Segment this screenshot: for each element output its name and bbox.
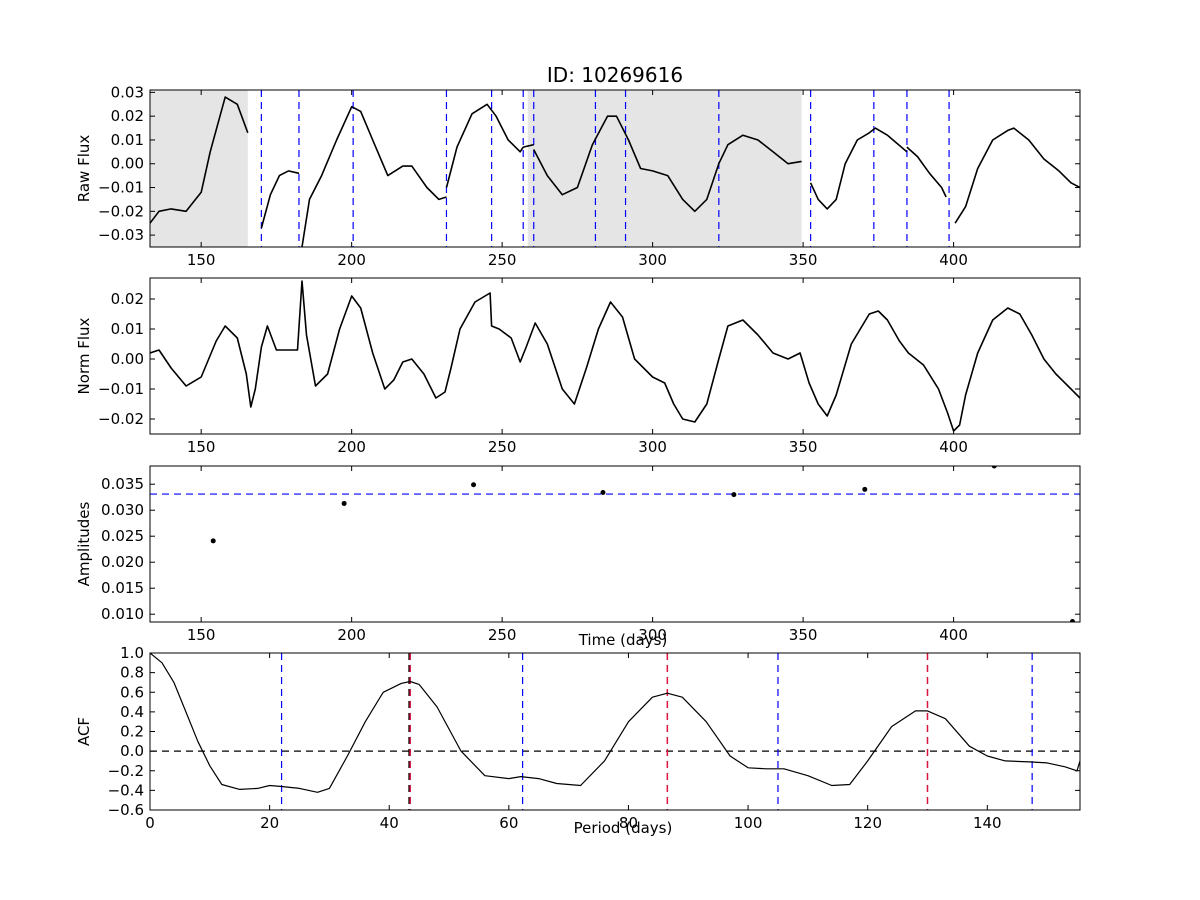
y-tick-label: −0.4 [108,781,144,799]
x-tick-label: 200 [337,251,366,269]
series-line-raw-1 [260,170,300,229]
y-tick-label: −0.01 [98,380,144,398]
y-tick-label: 0.03 [111,83,144,101]
y-tick-label: 0.6 [120,683,144,701]
y-tick-label: 0.01 [111,131,144,149]
x-tick-label: 60 [499,814,518,832]
y-tick-label: 0.0 [120,742,144,760]
x-tick-label: 250 [488,626,517,644]
y-axis-label-acf: ACF [75,717,93,746]
x-tick-label: 40 [380,814,399,832]
amplitude-point [341,500,347,506]
y-tick-label: −0.6 [108,801,144,819]
y-tick-label: 0.4 [120,703,144,721]
x-tick-label: 300 [638,251,667,269]
x-tick-label: 400 [939,251,968,269]
panel-acf: 0 20 40 60 80 100 120 140 −0.6 −0.4−0.2 0.00.2 0.4 0… [75,644,1081,837]
x-tick-label: 150 [187,438,216,456]
series-line-raw-6 [809,127,908,210]
plot-area-norm [150,280,1080,432]
series-line-raw-4 [523,143,534,148]
amplitude-point [731,492,737,498]
x-tick-label: 400 [939,626,968,644]
figure-title: ID: 10269616 [547,63,683,87]
x-tick-label: 350 [789,438,818,456]
x-tick-label: 80 [619,814,638,832]
x-tick-label: 250 [488,251,517,269]
panel-norm: 150 200 250 300 350 400 −0.02 −0.01 0.00 0.01 0.02… [75,277,1081,456]
y-tick-label: 0.2 [120,723,144,741]
y-tick-label: 0.030 [101,501,144,519]
amplitude-point [210,538,216,544]
y-tick-label: −0.02 [98,202,144,220]
panel-amplitudes: 150 200 250 300 350 400 0.010 0.015 0.020 0.025 0.… [75,465,1081,649]
y-tick-label: 0.02 [111,107,144,125]
amplitude-point [862,486,868,492]
plot-area-acf [150,653,1080,810]
axes-frame-raw [149,89,1081,248]
x-tick-label: 250 [488,438,517,456]
x-tick-label: 0 [145,814,155,832]
x-tick-label: 300 [638,438,667,456]
amplitude-point [600,490,606,496]
x-tick-label: 150 [187,626,216,644]
series-line-norm-0 [150,280,1080,432]
amplitude-point [1069,618,1075,622]
shaded-region [150,90,248,247]
y-axis-label-amplitudes: Amplitudes [75,501,93,586]
y-tick-label: 0.00 [111,155,144,173]
y-axis-label-raw: Raw Flux [75,135,93,203]
amplitude-point [471,482,477,488]
y-axis-label-norm: Norm Flux [75,317,93,394]
y-tick-label: 0.01 [111,320,144,338]
y-tick-label: 0.8 [120,664,144,682]
x-tick-label: 140 [973,814,1002,832]
y-tick-label: 0.010 [101,605,144,623]
x-tick-label: 300 [638,626,667,644]
axes-frame-amplitudes [149,465,1081,623]
y-tick-label: 0.00 [111,350,144,368]
x-axis-label-acf: Period (days) [574,819,673,837]
x-tick-label: 200 [337,626,366,644]
amplitude-point [991,466,997,469]
x-tick-label: 20 [260,814,279,832]
y-tick-label: −0.03 [98,226,144,244]
y-tick-label: 0.035 [101,475,144,493]
series-line-raw-8 [954,127,1080,224]
axes-frame-norm [149,277,1081,435]
series-line-raw-0 [150,96,249,224]
y-tick-label: 0.025 [101,527,144,545]
y-tick-label: 0.02 [111,290,144,308]
y-tick-label: 1.0 [120,644,144,662]
x-tick-label: 150 [187,251,216,269]
x-tick-label: 400 [939,438,968,456]
y-tick-label: 0.020 [101,553,144,571]
panel-raw: 150 200 250 300 350 400 −0.03 −0.02 −0.01 0.00 0.0… [75,83,1081,269]
series-line-raw-7 [906,146,947,198]
plot-area-amplitudes [150,466,1080,622]
y-tick-label: −0.01 [98,179,144,197]
x-tick-label: 120 [853,814,882,832]
x-tick-label: 350 [789,251,818,269]
y-tick-label: −0.2 [108,762,144,780]
panels: 150 200 250 300 350 400−0.03−0.02−0.010.000.0… [75,83,1081,837]
shaded-region [527,90,802,247]
series-line-acf-0 [150,653,1080,793]
series-line-raw-5 [532,115,802,213]
x-axis-label-amplitudes: Time (days) [578,631,668,649]
series-line-raw-3 [445,103,524,188]
y-tick-label: 0.015 [101,579,144,597]
plot-area-raw [150,90,1080,247]
x-tick-label: 350 [789,626,818,644]
series-line-raw-2 [301,105,447,247]
x-tick-label: 200 [337,438,366,456]
x-tick-label: 100 [734,814,763,832]
y-tick-label: −0.02 [98,410,144,428]
